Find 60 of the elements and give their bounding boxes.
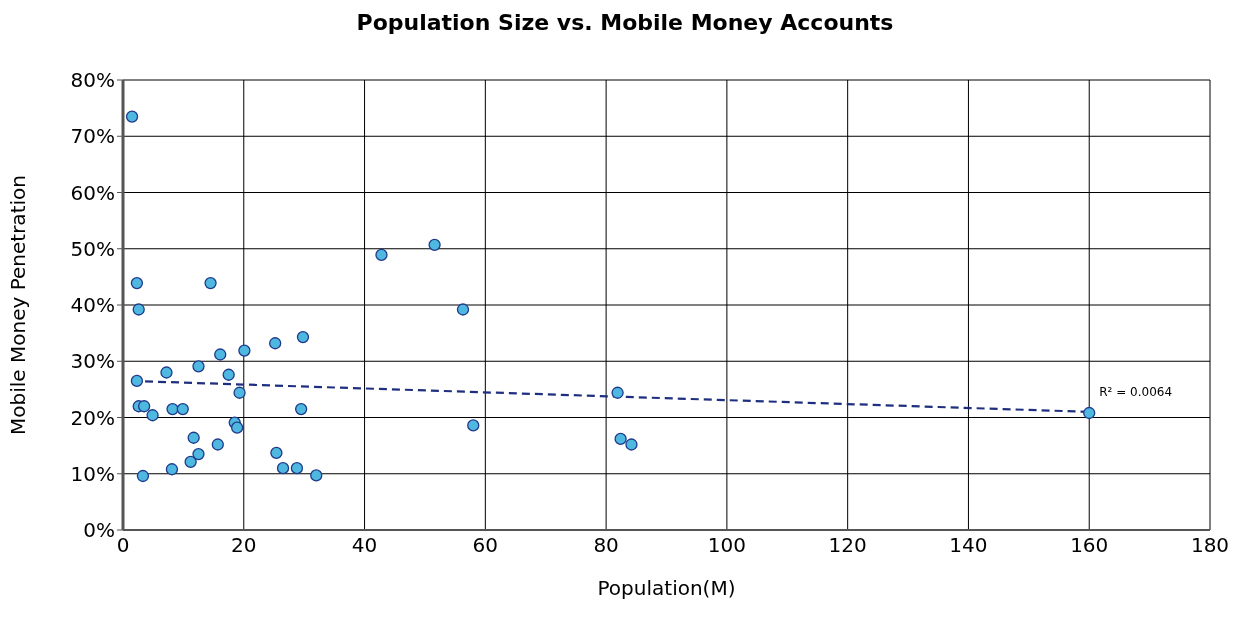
y-tick-label: 60% — [70, 180, 115, 205]
point — [125, 110, 139, 123]
point — [137, 400, 151, 413]
x-tick-label: 160 — [1070, 533, 1109, 558]
y-tick-label: 30% — [70, 349, 115, 374]
point — [375, 248, 388, 262]
x-tick-label: 120 — [828, 533, 867, 558]
y-tick-label: 10% — [70, 461, 115, 486]
y-axis-title: Mobile Money Penetration — [6, 175, 31, 435]
x-tick-label: 140 — [949, 533, 988, 558]
point — [130, 374, 144, 388]
point — [146, 409, 159, 422]
point — [611, 386, 624, 399]
x-axis-title: Population(M) — [597, 576, 736, 600]
annotation: R² = 0.0064 — [1099, 384, 1173, 399]
point — [160, 366, 173, 379]
y-tick-label: 20% — [70, 405, 115, 430]
y-tick-label: 0% — [83, 518, 115, 543]
y-tick-label: 50% — [70, 236, 115, 261]
point — [214, 348, 227, 361]
point — [238, 344, 251, 357]
chart-title: Population Size vs. Mobile Money Accounts — [355, 10, 895, 37]
point — [176, 402, 189, 416]
x-tick-label: 80 — [593, 533, 619, 558]
point — [204, 276, 217, 290]
point — [269, 337, 282, 350]
point — [467, 419, 480, 432]
point — [187, 431, 200, 444]
x-tick-label: 60 — [472, 533, 499, 558]
point — [428, 238, 441, 251]
x-tick-label: 100 — [707, 533, 746, 558]
point — [310, 469, 323, 482]
y-tick-label: 40% — [70, 293, 115, 318]
point — [192, 447, 205, 461]
point — [456, 303, 470, 316]
point — [165, 463, 179, 476]
x-tick-label: 180 — [1190, 533, 1230, 558]
point — [295, 402, 308, 416]
point — [233, 386, 246, 399]
point — [290, 461, 304, 475]
point — [132, 303, 145, 316]
point — [130, 276, 144, 290]
point — [276, 461, 290, 475]
point — [230, 421, 244, 434]
point — [222, 368, 235, 381]
y-tick-label: 70% — [70, 124, 115, 149]
point — [166, 402, 179, 416]
point — [184, 455, 197, 469]
point — [1083, 406, 1096, 420]
point — [296, 330, 310, 344]
point — [270, 446, 283, 460]
point — [192, 360, 205, 373]
point — [625, 438, 638, 451]
point — [614, 432, 627, 446]
y-tick-label: 80% — [70, 68, 115, 93]
point — [211, 438, 224, 451]
point — [136, 469, 150, 483]
x-tick-label: 0 — [116, 533, 130, 558]
x-tick-label: 40 — [351, 533, 378, 558]
x-tick-label: 20 — [231, 533, 257, 558]
